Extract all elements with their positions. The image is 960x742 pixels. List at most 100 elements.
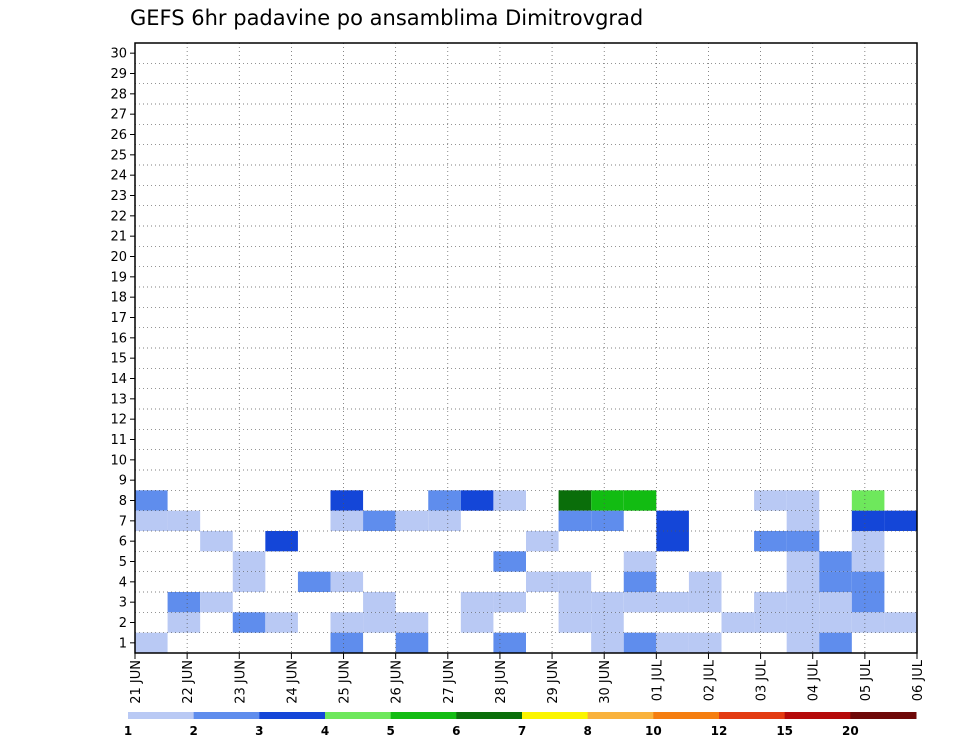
legend-label: 4 bbox=[321, 724, 329, 738]
heatmap-cell bbox=[786, 632, 820, 653]
y-tick-label: 19 bbox=[110, 270, 127, 285]
heatmap-cell bbox=[851, 510, 885, 531]
heatmap-cell bbox=[656, 592, 689, 613]
heatmap-cell bbox=[917, 511, 950, 531]
heatmap-cell bbox=[232, 612, 266, 633]
heatmap-cell bbox=[200, 531, 233, 552]
heatmap-cell bbox=[688, 632, 722, 653]
heatmap-cell bbox=[623, 490, 657, 511]
heatmap-cell bbox=[917, 572, 950, 592]
legend-swatch bbox=[456, 712, 523, 719]
heatmap-cell bbox=[786, 531, 820, 552]
heatmap-cell bbox=[460, 490, 494, 511]
heatmap-cell bbox=[786, 551, 820, 572]
heatmap-cell bbox=[330, 510, 364, 531]
heatmap-cell bbox=[297, 571, 331, 592]
heatmap-cell bbox=[754, 531, 787, 552]
heatmap-cell bbox=[623, 571, 657, 592]
heatmap-cell bbox=[819, 551, 852, 572]
heatmap-cell bbox=[135, 632, 168, 653]
heatmap-cell bbox=[363, 592, 396, 613]
y-tick-label: 21 bbox=[110, 230, 127, 245]
heatmap-cell bbox=[688, 592, 722, 613]
heatmap-cell bbox=[330, 571, 364, 592]
heatmap-cell bbox=[786, 571, 820, 592]
y-tick-label: 23 bbox=[110, 189, 127, 204]
heatmap-cell bbox=[493, 551, 526, 572]
legend-swatch bbox=[193, 712, 260, 719]
heatmap-cell bbox=[623, 551, 657, 572]
legend-swatch bbox=[784, 712, 851, 719]
legend-label: 8 bbox=[583, 724, 591, 738]
y-tick-label: 29 bbox=[110, 67, 127, 82]
heatmap-cell bbox=[754, 490, 787, 511]
heatmap-cell bbox=[851, 571, 885, 592]
heatmap-cell bbox=[819, 632, 852, 653]
x-tick-label: 01 JUL bbox=[650, 659, 665, 701]
heatmap-cell bbox=[591, 592, 624, 613]
y-tick-label: 27 bbox=[110, 108, 127, 123]
heatmap-cell bbox=[786, 490, 820, 511]
heatmap-cell bbox=[591, 490, 624, 511]
heatmap-cell bbox=[591, 612, 624, 633]
colorbar-legend: 1 2 3 4 5 6 7 8 10 12 15 20 bbox=[124, 712, 917, 738]
heatmap-cell bbox=[232, 551, 266, 572]
heatmap-cell bbox=[851, 551, 885, 572]
y-axis: 1234567891011121314151617181920212223242… bbox=[110, 47, 135, 651]
y-tick-label: 30 bbox=[110, 47, 127, 62]
heatmap-cell bbox=[200, 592, 233, 613]
heatmap-cell bbox=[493, 490, 526, 511]
y-tick-label: 8 bbox=[119, 494, 127, 509]
heatmap-cell bbox=[623, 632, 657, 653]
heatmap-cell bbox=[819, 612, 852, 633]
heatmap-cell bbox=[265, 531, 298, 552]
y-tick-label: 13 bbox=[110, 392, 127, 407]
legend-swatch bbox=[719, 712, 786, 719]
heatmap-cell bbox=[819, 592, 852, 613]
heatmap-cell bbox=[558, 490, 592, 511]
x-tick-label: 03 JUL bbox=[755, 659, 770, 701]
x-tick-label: 26 JUN bbox=[390, 660, 405, 704]
heatmap-cell bbox=[950, 490, 960, 510]
heatmap-cell bbox=[754, 612, 787, 633]
heatmap-cell bbox=[395, 612, 429, 633]
heatmap-cell bbox=[950, 572, 960, 592]
x-tick-label: 24 JUN bbox=[285, 660, 300, 704]
heatmap-cell bbox=[493, 632, 526, 653]
heatmap-cell bbox=[623, 592, 657, 613]
heatmap-cell bbox=[232, 571, 266, 592]
y-tick-label: 11 bbox=[110, 433, 127, 448]
x-tick-label: 23 JUN bbox=[233, 660, 248, 704]
heatmap-cell bbox=[656, 531, 689, 552]
x-tick-label: 28 JUN bbox=[494, 660, 509, 704]
y-tick-label: 4 bbox=[119, 575, 127, 590]
heatmap-cell bbox=[363, 510, 396, 531]
heatmap-cell bbox=[656, 632, 689, 653]
heatmap-cell bbox=[330, 632, 364, 653]
chart-title: GEFS 6hr padavine po ansamblima Dimitrov… bbox=[130, 6, 644, 30]
heatmap-cell bbox=[135, 490, 168, 511]
legend-swatch bbox=[390, 712, 457, 719]
heatmap-cell bbox=[884, 510, 917, 531]
heatmap-cell bbox=[395, 632, 429, 653]
heatmap-cell bbox=[167, 592, 201, 613]
x-tick-label: 30 JUN bbox=[598, 660, 613, 704]
heatmap-cell bbox=[754, 592, 787, 613]
grid-layer bbox=[135, 43, 917, 653]
heatmap-cell bbox=[428, 510, 461, 531]
y-tick-label: 10 bbox=[110, 453, 127, 468]
y-tick-label: 2 bbox=[119, 616, 127, 631]
cells-layer bbox=[135, 490, 960, 653]
heatmap-cell bbox=[558, 612, 592, 633]
heatmap-cell bbox=[819, 571, 852, 592]
heatmap-cell bbox=[135, 510, 168, 531]
heatmap-cell bbox=[460, 592, 494, 613]
heatmap-cell bbox=[917, 490, 950, 510]
y-tick-label: 15 bbox=[110, 352, 127, 367]
y-tick-label: 16 bbox=[110, 331, 127, 346]
y-tick-label: 12 bbox=[110, 413, 127, 428]
heatmap-cell bbox=[558, 592, 592, 613]
y-tick-label: 14 bbox=[110, 372, 127, 387]
legend-label: 7 bbox=[518, 724, 526, 738]
